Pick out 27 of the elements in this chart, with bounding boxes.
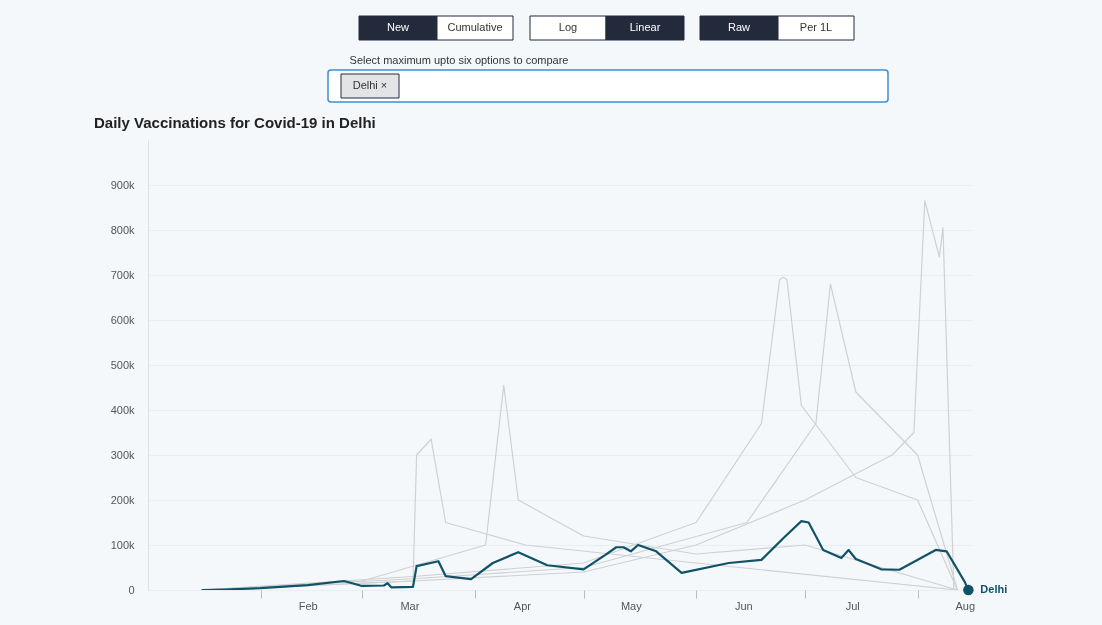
y-tick-label: 700k [110,268,135,281]
text: Cumulative [447,21,503,33]
y-tick-label: 0 [128,583,135,596]
y-tick-label: 800k [110,223,135,236]
text: Select maximum upto six options to compare [349,54,569,66]
chart-title: Daily Vaccinations for Covid-19 in Delhi [94,114,376,131]
y-tick-label: 100k [110,538,135,551]
y-tick-label: 900k [110,178,135,191]
text: Per 1L [799,21,833,33]
series-label: Delhi [980,583,1008,595]
y-tick-label: 200k [110,493,135,506]
x-tick-label: Feb [298,599,318,612]
x-tick-label: May [620,599,643,612]
x-tick-label: Mar [400,599,420,612]
x-tick-label: Aug [955,599,976,612]
x-tick-label: Jun [734,599,753,612]
text: Delhi × [352,79,388,91]
text: Linear [629,21,661,33]
text: Log [558,21,578,33]
x-tick-label: Jul [845,599,860,612]
y-tick-label: 600k [110,313,135,326]
y-tick-label: 500k [110,358,135,371]
y-tick-label: 400k [110,403,135,416]
x-tick-label: Apr [513,599,532,612]
text: New [386,21,410,33]
y-tick-label: 300k [110,448,135,461]
text: Raw [727,21,751,33]
